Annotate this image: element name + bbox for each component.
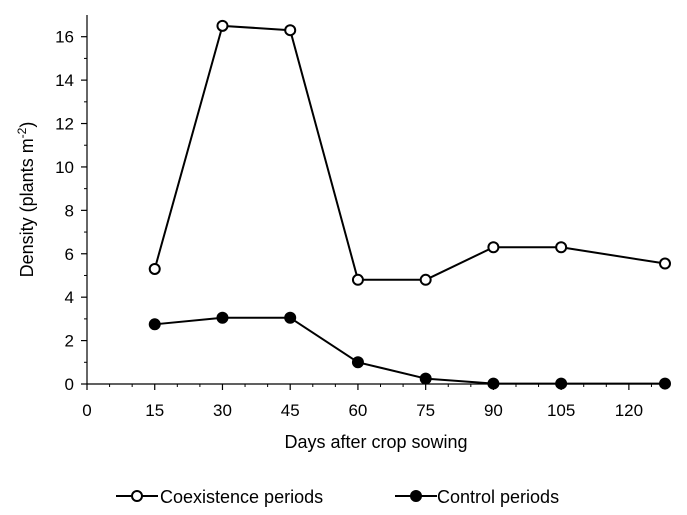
data-point bbox=[419, 273, 432, 286]
data-point bbox=[216, 19, 229, 32]
series-coexistence bbox=[148, 19, 671, 286]
y-axis-title-close: ) bbox=[17, 122, 37, 128]
legend-label-control: Control periods bbox=[437, 487, 559, 507]
x-tick-label: 60 bbox=[348, 401, 367, 420]
y-tick-label: 4 bbox=[65, 288, 74, 307]
data-point bbox=[351, 273, 364, 286]
y-axis-title-superscript: -2 bbox=[15, 127, 29, 138]
y-tick-label: 6 bbox=[65, 245, 74, 264]
y-tick-label: 10 bbox=[55, 158, 74, 177]
y-tick-label: 8 bbox=[65, 201, 74, 220]
data-point bbox=[216, 311, 229, 324]
data-point bbox=[284, 311, 297, 324]
series-control bbox=[148, 311, 671, 390]
x-tick-label: 45 bbox=[281, 401, 300, 420]
x-tick-label: 105 bbox=[547, 401, 575, 420]
data-point bbox=[351, 356, 364, 369]
series-line bbox=[153, 24, 666, 281]
data-point bbox=[555, 241, 568, 254]
data-point bbox=[148, 262, 161, 275]
y-axis-title-main: Density (plants m bbox=[17, 138, 37, 277]
x-tick-label: 0 bbox=[82, 401, 91, 420]
data-point bbox=[284, 24, 297, 37]
y-tick-label: 2 bbox=[65, 332, 74, 351]
data-point bbox=[487, 241, 500, 254]
y-ticks: 0 2 4 6 8 10 12 14 16 bbox=[55, 28, 87, 394]
data-point bbox=[555, 377, 568, 390]
series-layer bbox=[148, 19, 671, 390]
legend-item-control: Control periods bbox=[395, 487, 559, 507]
data-point bbox=[487, 377, 500, 390]
legend: Coexistence periods Control periods bbox=[116, 487, 559, 507]
y-tick-label: 12 bbox=[55, 115, 74, 134]
y-tick-label: 14 bbox=[55, 71, 74, 90]
data-point bbox=[148, 318, 161, 331]
x-tick-label: 15 bbox=[145, 401, 164, 420]
y-axis-title: Density (plants m-2) bbox=[15, 122, 37, 278]
x-tick-label: 90 bbox=[484, 401, 503, 420]
data-point bbox=[659, 377, 671, 390]
legend-label-coexistence: Coexistence periods bbox=[160, 487, 323, 507]
series-line bbox=[154, 316, 665, 385]
data-point bbox=[419, 372, 432, 385]
data-point bbox=[659, 257, 671, 270]
y-tick-label: 0 bbox=[65, 375, 74, 394]
x-axis-title: Days after crop sowing bbox=[284, 432, 467, 452]
x-ticks: 0 15 30 45 60 75 90 105 120 bbox=[82, 384, 652, 420]
x-tick-label: 120 bbox=[615, 401, 643, 420]
y-tick-label: 16 bbox=[55, 28, 74, 47]
x-tick-label: 75 bbox=[416, 401, 435, 420]
legend-marker-filled-circle-icon bbox=[410, 490, 422, 502]
legend-item-coexistence: Coexistence periods bbox=[116, 487, 323, 507]
legend-marker-open-circle-icon bbox=[131, 490, 143, 502]
x-tick-label: 30 bbox=[213, 401, 232, 420]
